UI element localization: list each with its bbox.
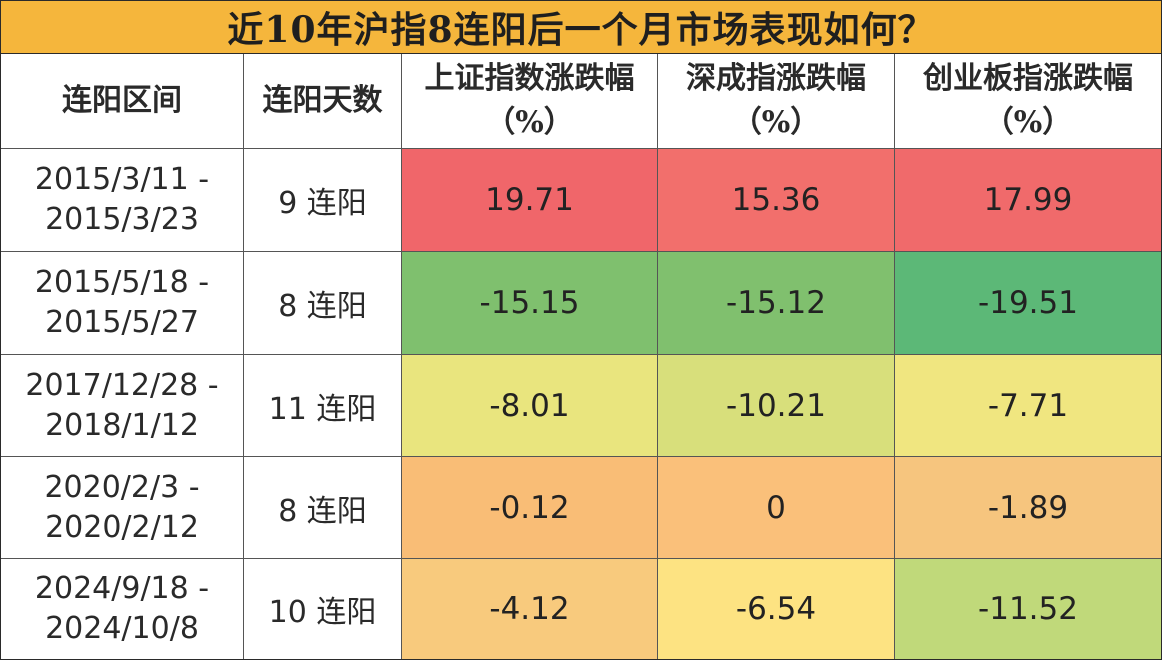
table-row: 2015/5/18 - 2015/5/27 8 连阳 -15.15 -15.12…	[1, 252, 1161, 355]
header-chinext-line2: （%）	[983, 105, 1073, 140]
shanghai-change-cell: 19.71	[402, 149, 658, 251]
table-title: 近10年沪指8连阳后一个月市场表现如何？	[1, 1, 1161, 54]
shanghai-change-cell: -0.12	[402, 457, 658, 558]
days-cell: 8 连阳	[244, 457, 402, 558]
header-days-label: 连阳天数	[262, 83, 383, 118]
chinext-change-cell: -7.71	[895, 355, 1161, 456]
chinext-change-cell: -11.52	[895, 559, 1161, 659]
range-end: 2018/1/12	[45, 407, 199, 443]
shenzhen-change-cell: -6.54	[658, 559, 895, 659]
range-cell: 2015/5/18 - 2015/5/27	[1, 252, 244, 354]
table-row: 2017/12/28 - 2018/1/12 11 连阳 -8.01 -10.2…	[1, 355, 1161, 457]
header-shenzhen: 深成指涨跌幅 （%）	[658, 54, 895, 148]
table-row: 2024/9/18 - 2024/10/8 10 连阳 -4.12 -6.54 …	[1, 559, 1161, 659]
header-row: 连阳区间 连阳天数 上证指数涨跌幅 （%） 深成指涨跌幅 （%） 创业板指涨跌幅…	[1, 54, 1161, 149]
range-start: 2015/3/11 -	[34, 162, 210, 197]
shenzhen-change-cell: -10.21	[658, 355, 895, 456]
header-chinext-line1: 创业板指涨跌幅	[923, 61, 1133, 96]
range-cell: 2015/3/11 - 2015/3/23	[1, 149, 244, 251]
range-cell: 2024/9/18 - 2024/10/8	[1, 559, 244, 659]
shanghai-change-cell: -8.01	[402, 355, 658, 456]
days-cell: 8 连阳	[244, 252, 402, 354]
shanghai-change-cell: -4.12	[402, 559, 658, 659]
header-range: 连阳区间	[1, 54, 244, 148]
shenzhen-change-cell: 0	[658, 457, 895, 558]
range-cell: 2017/12/28 - 2018/1/12	[1, 355, 244, 456]
days-cell: 11 连阳	[244, 355, 402, 456]
header-chinext: 创业板指涨跌幅 （%）	[895, 54, 1161, 148]
range-cell: 2020/2/3 - 2020/2/12	[1, 457, 244, 558]
range-end: 2015/5/27	[45, 305, 199, 340]
header-shenzhen-line1: 深成指涨跌幅	[686, 61, 866, 96]
range-start: 2017/12/28 -	[25, 367, 219, 403]
shenzhen-change-cell: -15.12	[658, 252, 895, 354]
chinext-change-cell: -1.89	[895, 457, 1161, 558]
range-start: 2020/2/3 -	[44, 469, 200, 505]
range-start: 2015/5/18 -	[34, 265, 210, 300]
table-row: 2015/3/11 - 2015/3/23 9 连阳 19.71 15.36 1…	[1, 149, 1161, 252]
table-row: 2020/2/3 - 2020/2/12 8 连阳 -0.12 0 -1.89	[1, 457, 1161, 559]
range-start: 2024/9/18 -	[34, 571, 210, 606]
range-end: 2015/3/23	[45, 202, 199, 237]
shenzhen-change-cell: 15.36	[658, 149, 895, 251]
header-shenzhen-line2: （%）	[731, 105, 821, 140]
range-end: 2020/2/12	[45, 509, 199, 545]
chinext-change-cell: 17.99	[895, 149, 1161, 251]
days-cell: 9 连阳	[244, 149, 402, 251]
shanghai-change-cell: -15.15	[402, 252, 658, 354]
header-shanghai-line1: 上证指数涨跌幅	[424, 61, 635, 96]
range-end: 2024/10/8	[45, 611, 199, 646]
header-range-label: 连阳区间	[62, 83, 182, 118]
header-days: 连阳天数	[244, 54, 402, 148]
header-shanghai: 上证指数涨跌幅 （%）	[402, 54, 658, 148]
chinext-change-cell: -19.51	[895, 252, 1161, 354]
header-shanghai-line2: （%）	[485, 105, 574, 140]
days-cell: 10 连阳	[244, 559, 402, 659]
